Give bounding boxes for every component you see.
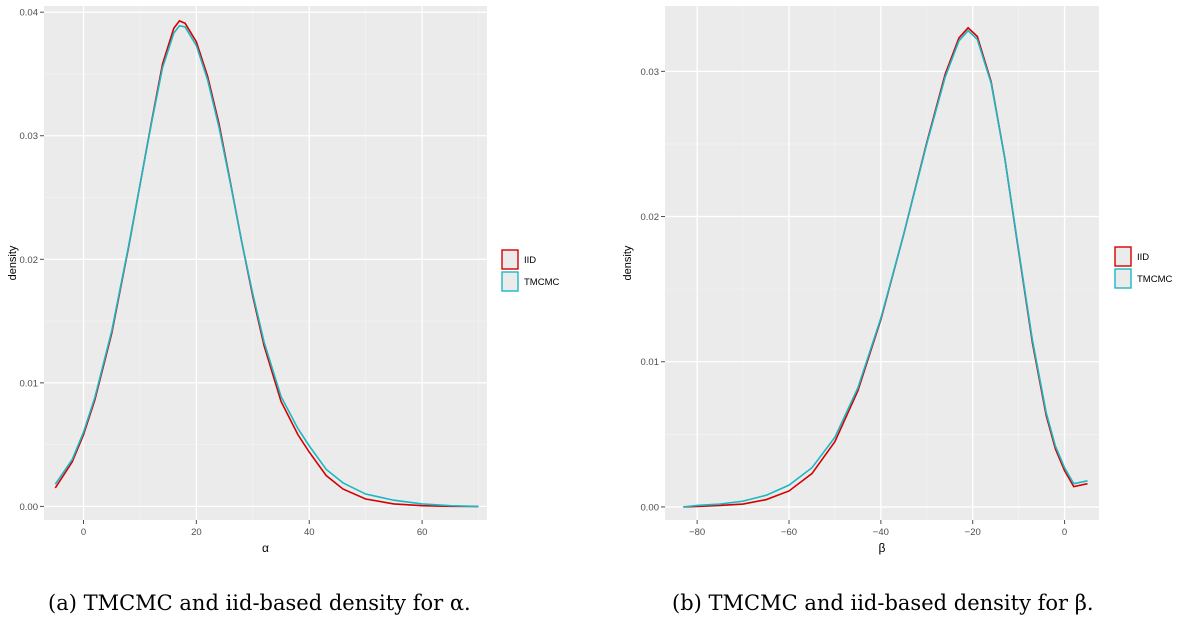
legend-label-tmcmc: TMCMC — [1137, 274, 1172, 285]
y-axis-label: density — [622, 245, 634, 280]
chart-panel-b: −80 −60 −40 −20 0 0.00 0.01 0.02 0.03 β density IID… — [622, 6, 1172, 555]
x-tick-label: −20 — [965, 527, 981, 538]
y-axis-label: density — [7, 245, 19, 280]
y-tick-label: 0.01 — [641, 357, 660, 368]
x-tick-label: 60 — [417, 527, 428, 538]
legend-label-iid: IID — [1137, 252, 1149, 263]
legend-key-tmcmc — [501, 271, 519, 292]
y-tick-label: 0.03 — [20, 131, 39, 142]
y-tick-label: 0.02 — [641, 212, 660, 223]
caption-a: (a) TMCMC and iid-based density for α. — [48, 591, 471, 615]
x-tick-label: 20 — [191, 527, 202, 538]
x-tick-label: 0 — [1062, 527, 1067, 538]
legend-key-iid — [1114, 246, 1132, 267]
x-tick-label: 0 — [81, 527, 86, 538]
caption-b: (b) TMCMC and iid-based density for β. — [672, 591, 1094, 615]
x-tick-label: −40 — [873, 527, 889, 538]
chart-panel-a: 0 20 40 60 0.00 0.01 0.02 0.03 0.04 α density IID TM… — [7, 6, 559, 555]
legend-label-tmcmc: TMCMC — [524, 277, 559, 288]
y-tick-label: 0.01 — [20, 378, 39, 389]
y-tick-label: 0.00 — [20, 502, 39, 513]
plot-background — [665, 6, 1099, 520]
y-tick-label: 0.02 — [20, 255, 39, 266]
series-line-tmcmc — [683, 29, 1088, 508]
y-tick-label: 0.04 — [20, 8, 39, 19]
x-tick-label: 40 — [304, 527, 315, 538]
legend-label-iid: IID — [524, 255, 536, 266]
x-tick-label: −80 — [689, 527, 705, 538]
y-tick-label: 0.03 — [641, 67, 660, 78]
y-tick-label: 0.00 — [641, 502, 660, 513]
legend-key-tmcmc — [1114, 268, 1132, 289]
legend-key-iid — [501, 249, 519, 270]
series-line-tmcmc — [54, 24, 479, 508]
x-axis-label: α — [262, 541, 269, 555]
x-axis-label: β — [879, 541, 886, 555]
plot-background — [44, 6, 487, 520]
x-tick-label: −60 — [781, 527, 797, 538]
